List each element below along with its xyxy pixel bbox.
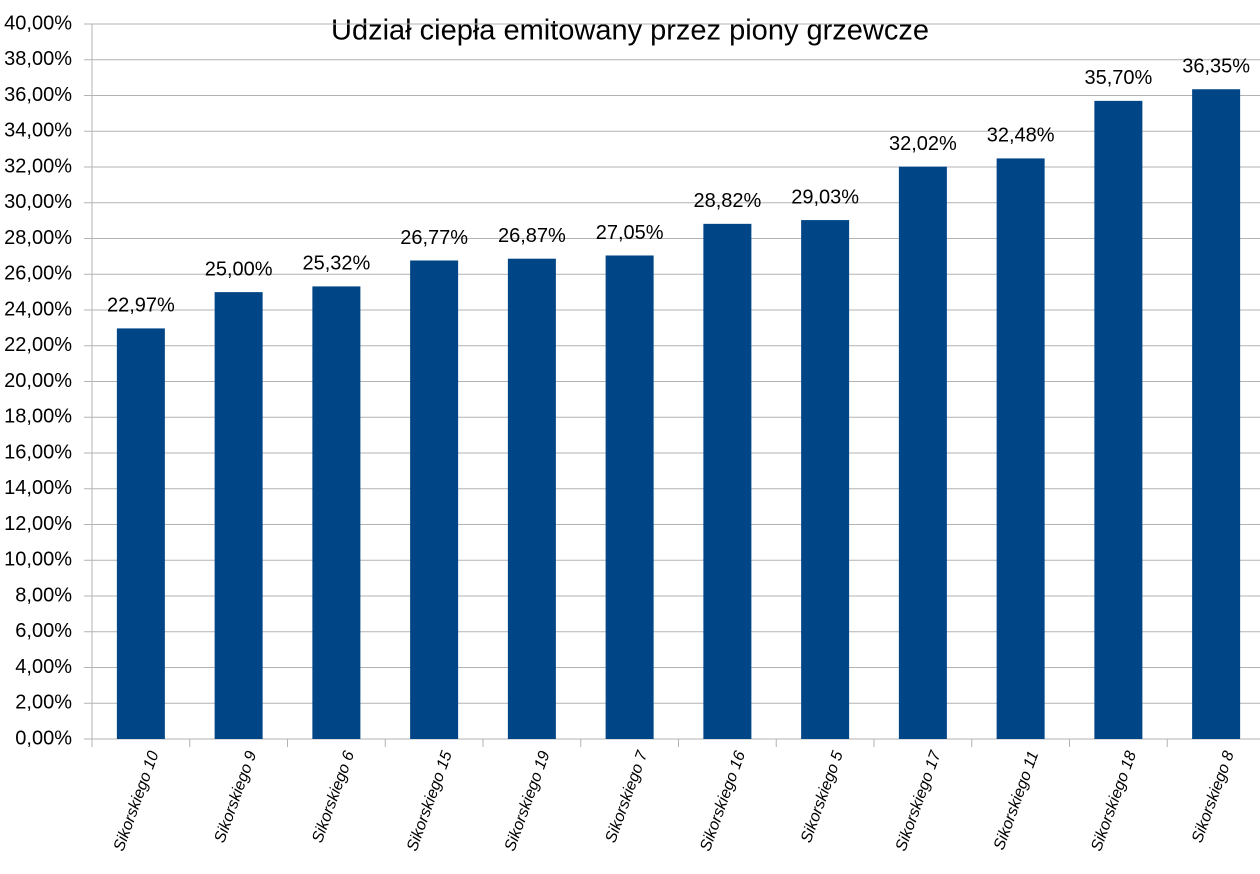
bar <box>1192 89 1241 739</box>
x-tick-label: Sikorskiego 10 <box>111 749 163 854</box>
y-tick-label: 2,00% <box>15 692 72 714</box>
data-label: 26,77% <box>400 227 468 249</box>
x-tick-label: Sikorskiego 19 <box>502 749 554 854</box>
data-label: 22,97% <box>107 295 175 317</box>
y-tick-label: 26,00% <box>4 263 72 285</box>
x-tick-label: Sikorskiego 9 <box>212 749 261 845</box>
y-tick-label: 32,00% <box>4 155 72 177</box>
x-tick-label: Sikorskiego 5 <box>798 749 847 845</box>
x-tick-label: Sikorskiego 11 <box>991 749 1042 852</box>
y-tick-label: 6,00% <box>15 620 72 642</box>
bar <box>801 220 850 739</box>
y-tick-label: 16,00% <box>4 441 72 463</box>
data-label: 35,70% <box>1084 67 1152 89</box>
y-tick-label: 4,00% <box>15 656 72 678</box>
bar <box>1094 100 1143 740</box>
x-tick-label: Sikorskiego 7 <box>603 748 652 845</box>
x-tick-label: Sikorskiego 17 <box>893 748 945 853</box>
data-label: 28,82% <box>693 190 761 212</box>
x-tick-label: Sikorskiego 8 <box>1189 749 1238 845</box>
x-tick-label: Sikorskiego 15 <box>404 749 456 854</box>
bar <box>214 292 263 739</box>
data-label: 32,02% <box>889 133 957 155</box>
data-label: 29,03% <box>791 186 859 208</box>
y-tick-label: 36,00% <box>4 84 72 106</box>
x-tick-label: Sikorskiego 18 <box>1088 749 1140 854</box>
bar <box>703 223 752 739</box>
y-tick-label: 40,00% <box>4 12 72 34</box>
bar <box>605 255 654 739</box>
y-tick-label: 20,00% <box>4 370 72 392</box>
y-tick-label: 30,00% <box>4 191 72 213</box>
data-label: 25,32% <box>302 253 370 275</box>
y-tick-label: 18,00% <box>4 406 72 428</box>
data-label: 36,35% <box>1182 56 1250 78</box>
data-label: 25,00% <box>205 258 273 280</box>
x-tick-label: Sikorskiego 16 <box>697 749 749 854</box>
chart-title: Udział ciepła emitowany przez piony grze… <box>331 15 929 47</box>
bar <box>116 328 165 739</box>
y-tick-label: 0,00% <box>15 727 72 749</box>
bar <box>898 166 947 739</box>
y-tick-label: 10,00% <box>4 549 72 571</box>
bar <box>507 258 556 739</box>
data-label: 26,87% <box>498 225 566 247</box>
bar <box>312 286 361 739</box>
y-tick-label: 14,00% <box>4 477 72 499</box>
data-label: 27,05% <box>596 222 664 244</box>
bar <box>996 158 1045 740</box>
y-tick-label: 38,00% <box>4 48 72 70</box>
bar <box>410 260 459 739</box>
data-label: 32,48% <box>987 125 1055 147</box>
y-tick-label: 8,00% <box>15 584 72 606</box>
y-tick-label: 22,00% <box>4 334 72 356</box>
y-tick-label: 28,00% <box>4 227 72 249</box>
y-tick-label: 24,00% <box>4 298 72 320</box>
x-tick-label: Sikorskiego 6 <box>309 749 358 845</box>
y-tick-label: 34,00% <box>4 120 72 142</box>
y-tick-label: 12,00% <box>4 513 72 535</box>
